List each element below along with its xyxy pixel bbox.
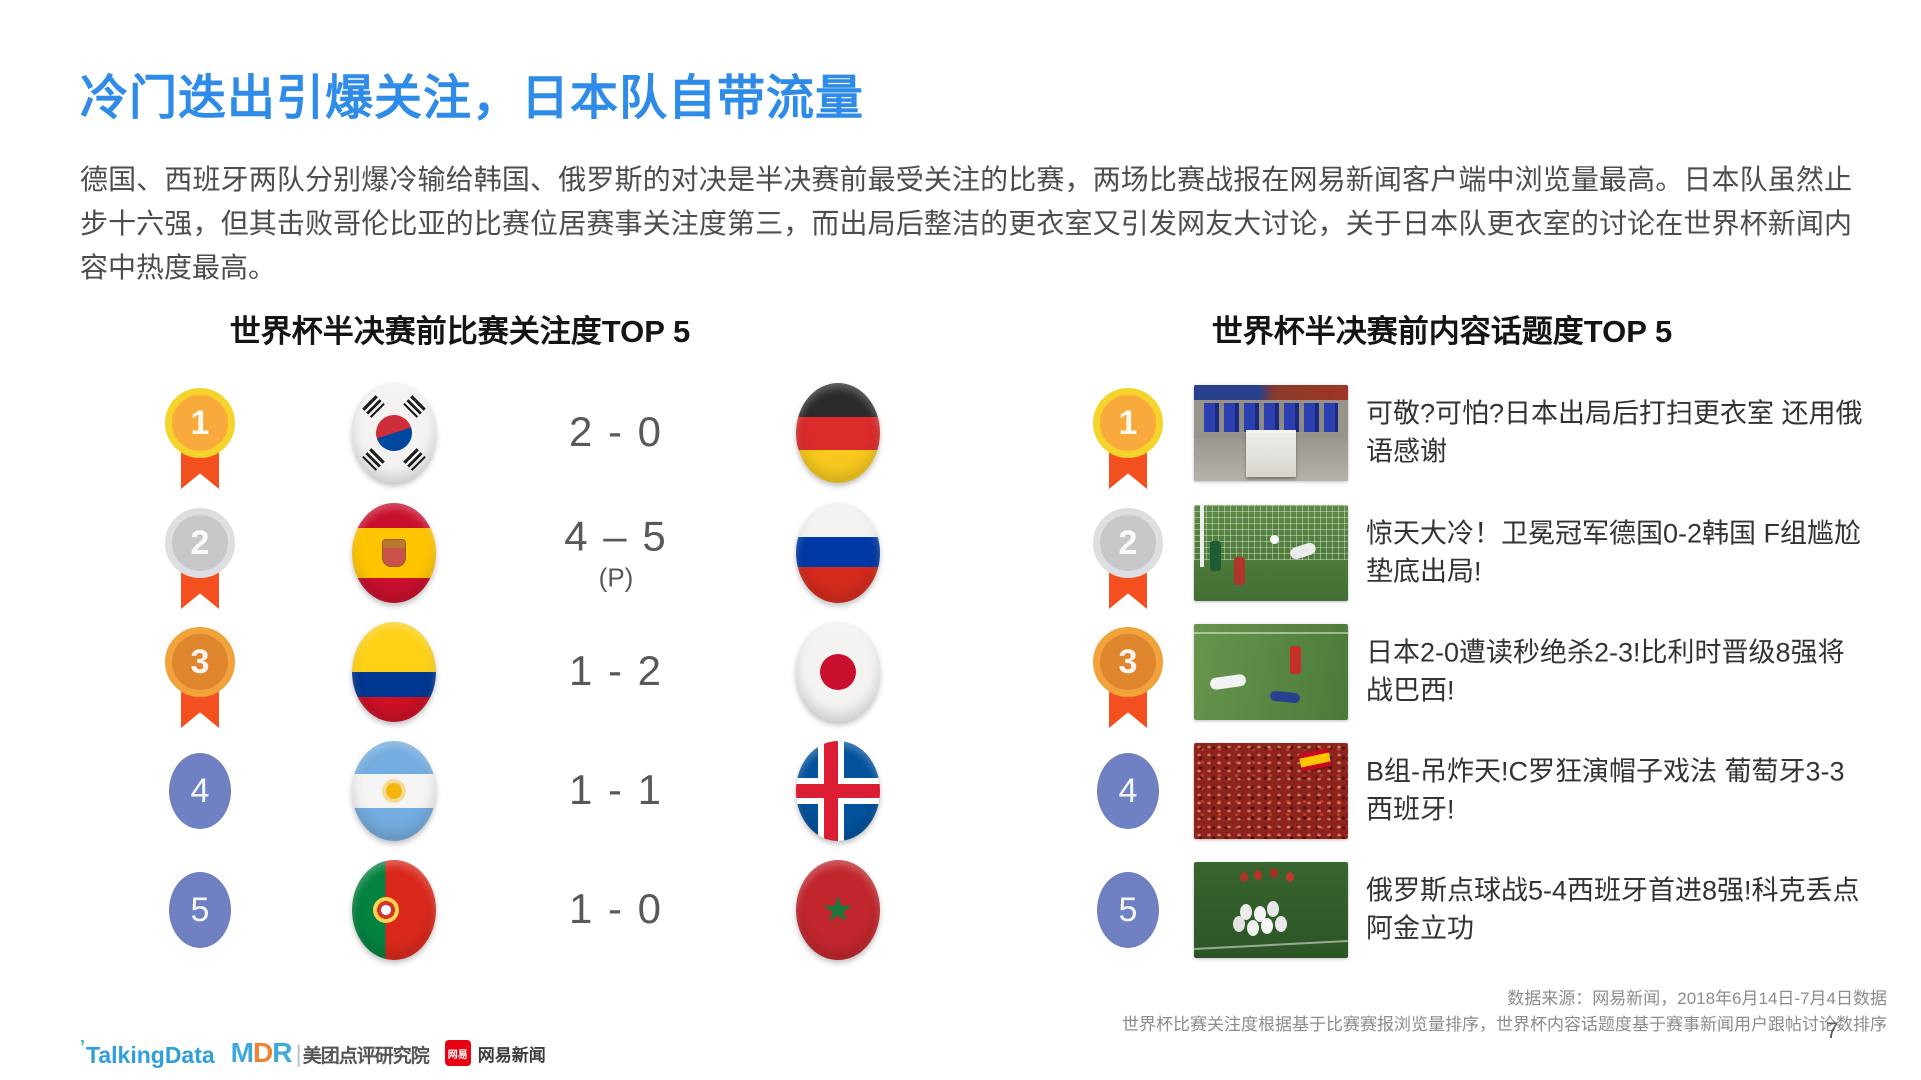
data-source-line1: 数据来源：网易新闻，2018年6月14日-7月4日数据 <box>1507 989 1887 1008</box>
news-row-5: 5 俄罗斯点球战5-4西班牙首进8强!科克丢点阿金立功 <box>1060 855 1890 965</box>
intro-paragraph: 德国、西班牙两队分别爆冷输给韩国、俄罗斯的对决是半决赛前最受关注的比赛，两场比赛… <box>80 164 1852 284</box>
news-row-3: 3 日本2-0遭读秒绝杀2-3!比利时晋级8强将战巴西! <box>1060 617 1890 727</box>
rank-badge-icon: 5 <box>169 872 231 948</box>
mdr-letter-d: D <box>253 1037 273 1068</box>
match-row-3: 3 1 - 2 <box>120 617 960 727</box>
news-row-1: 1 可敬?可怕?日本出局后打扫更衣室 还用俄语感谢 <box>1060 378 1890 488</box>
silver-medal-icon: 2 <box>165 508 235 578</box>
score-note: (P) <box>598 562 634 593</box>
flag-russia-icon <box>796 503 880 603</box>
mdr-logo: MDR | 美团点评研究院 <box>230 1037 430 1069</box>
news-row-2: 2 惊天大冷！卫冕冠军德国0-2韩国 F组尴尬垫底出局! <box>1060 498 1890 608</box>
rank-number: 3 <box>1118 642 1138 681</box>
news-image-pitch-players <box>1194 624 1348 720</box>
netease-logo: 网易 网易新闻 <box>444 1040 546 1066</box>
bronze-medal-icon: 3 <box>165 627 235 697</box>
left-panel-title: 世界杯半决赛前比赛关注度TOP 5 <box>229 314 691 349</box>
rank-badge-icon: 5 <box>1097 872 1159 948</box>
news-headline: B组-吊炸天!C罗狂演帽子戏法 葡萄牙3-3西班牙! <box>1366 756 1845 825</box>
match-row-5: 5 1 - 0 <box>120 855 960 965</box>
score-value: 4 – 5 <box>564 512 668 560</box>
mdr-letter-r: R <box>272 1037 292 1068</box>
talkingdata-label: TalkingData <box>86 1042 215 1068</box>
rank-number: 5 <box>1118 890 1138 929</box>
match-score: 1 - 2 <box>511 647 721 695</box>
match-row-1: 1 2 - 0 <box>120 378 960 488</box>
rank-number: 1 <box>190 403 210 442</box>
match-score: 4 – 5 (P) <box>511 513 721 594</box>
page-number: 7 <box>1826 1018 1839 1043</box>
match-row-4: 4 1 - 1 <box>120 736 960 846</box>
match-score: 1 - 0 <box>511 885 721 933</box>
flag-japan-icon <box>796 622 880 722</box>
rank-badge-icon: 4 <box>169 753 231 829</box>
rank-number: 1 <box>1118 403 1138 442</box>
score-value: 1 - 0 <box>568 885 664 932</box>
flag-spain-icon <box>352 503 436 603</box>
news-headline: 惊天大冷！卫冕冠军德国0-2韩国 F组尴尬垫底出局! <box>1366 518 1862 587</box>
rank-number: 4 <box>1118 771 1138 810</box>
netease-icon: 网易 <box>444 1040 471 1066</box>
mdr-letter-m: M <box>230 1037 254 1068</box>
netease-news-label: 网易新闻 <box>477 1045 546 1065</box>
flag-morocco-icon <box>796 860 880 960</box>
flag-colombia-icon <box>352 622 436 722</box>
rank-number: 2 <box>1118 523 1138 562</box>
gold-medal-icon: 1 <box>1093 388 1163 458</box>
data-source-line2: 世界杯比赛关注度根据基于比赛赛报浏览量排序，世界杯内容话题度基于赛事新闻用户跟帖… <box>1122 1015 1887 1035</box>
news-headline: 俄罗斯点球战5-4西班牙首进8强!科克丢点阿金立功 <box>1366 875 1860 944</box>
gold-medal-icon: 1 <box>165 388 235 458</box>
news-image-locker-room <box>1194 385 1348 481</box>
rank-number: 4 <box>190 771 210 810</box>
flag-germany-icon <box>796 383 880 483</box>
flag-south-korea-icon <box>352 383 436 483</box>
data-source-note: 数据来源：网易新闻，2018年6月14日-7月4日数据 世界杯比赛关注度根据基于… <box>1122 986 1887 1039</box>
news-image-goal-scene <box>1194 505 1348 601</box>
talkingdata-tick-icon: ’ <box>80 1037 86 1057</box>
bronze-medal-icon: 3 <box>1093 627 1163 697</box>
news-image-team-huddle <box>1194 862 1348 958</box>
rank-badge-icon: 4 <box>1097 753 1159 829</box>
meituan-research-label: 美团点评研究院 <box>302 1046 430 1067</box>
flag-portugal-icon <box>352 860 436 960</box>
score-value: 1 - 1 <box>568 766 664 813</box>
match-score: 2 - 0 <box>511 408 721 456</box>
flag-argentina-icon <box>352 741 436 841</box>
flag-iceland-icon <box>796 741 880 841</box>
rank-number: 5 <box>190 890 210 929</box>
news-row-4: 4 B组-吊炸天!C罗狂演帽子戏法 葡萄牙3-3西班牙! <box>1060 736 1890 846</box>
score-value: 1 - 2 <box>568 647 664 694</box>
silver-medal-icon: 2 <box>1093 508 1163 578</box>
talkingdata-logo: ’TalkingData <box>80 1037 215 1069</box>
match-row-2: 2 4 – 5 (P) <box>120 498 960 608</box>
news-headline: 日本2-0遭读秒绝杀2-3!比利时晋级8强将战巴西! <box>1366 637 1845 706</box>
match-score: 1 - 1 <box>511 766 721 814</box>
news-image-fans-crowd <box>1194 743 1348 839</box>
rank-number: 3 <box>190 642 210 681</box>
page-title: 冷门迭出引爆关注，日本队自带流量 <box>80 72 865 125</box>
right-panel-title: 世界杯半决赛前内容话题度TOP 5 <box>1211 314 1673 349</box>
news-headline: 可敬?可怕?日本出局后打扫更衣室 还用俄语感谢 <box>1366 398 1863 467</box>
footer-logos: ’TalkingData MDR | 美团点评研究院 网易 网易新闻 <box>80 1036 546 1070</box>
score-value: 2 - 0 <box>568 408 664 455</box>
logo-separator: | <box>295 1041 301 1068</box>
rank-number: 2 <box>190 523 210 562</box>
